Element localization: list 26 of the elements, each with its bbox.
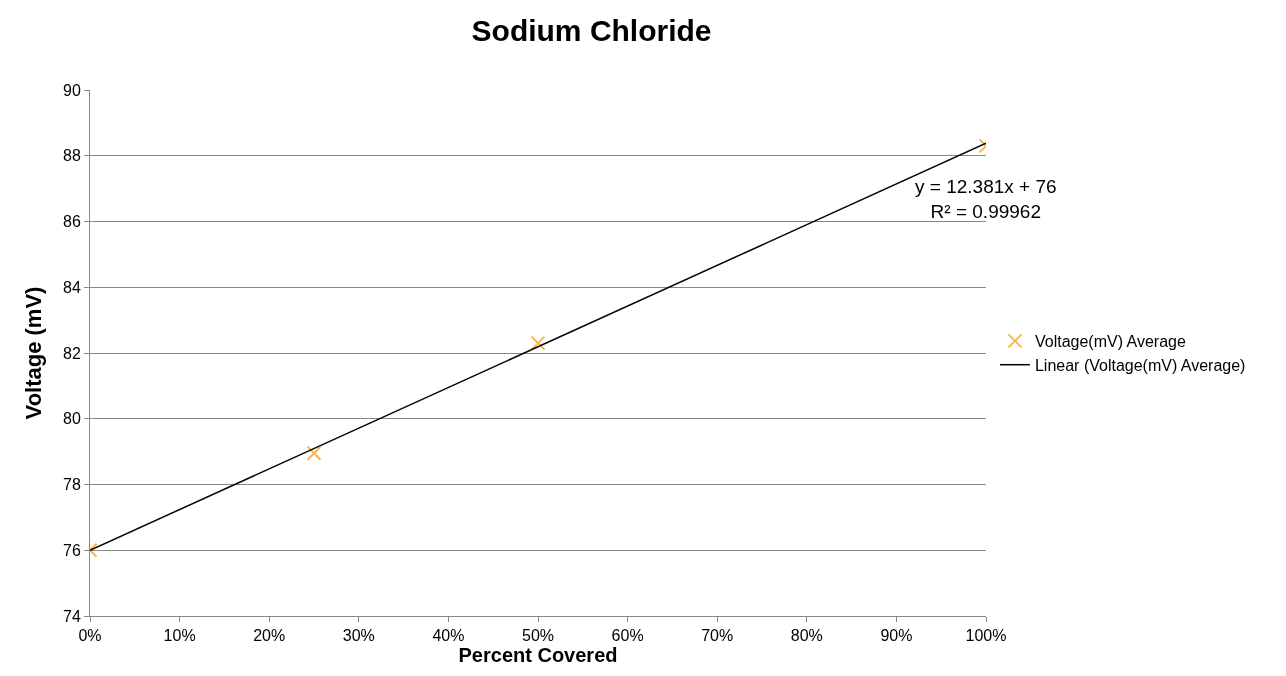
x-tick-label: 0% <box>78 627 102 645</box>
x-tick-label: 20% <box>253 627 286 645</box>
y-tick-label: 74 <box>63 607 81 625</box>
x-tick-label: 90% <box>880 627 913 645</box>
x-tick-label: 10% <box>163 627 196 645</box>
y-tick-label: 88 <box>63 147 81 165</box>
x-tick-label: 70% <box>701 627 734 645</box>
x-tick-label: 80% <box>790 627 823 645</box>
x-tick-label: 30% <box>342 627 375 645</box>
legend-label: Linear (Voltage(mV) Average) <box>1034 356 1246 374</box>
y-tick-label: 78 <box>63 476 81 494</box>
x-tick-label: 100% <box>965 627 1007 645</box>
x-tick-label: 50% <box>521 627 555 645</box>
y-tick-label: 76 <box>63 541 81 559</box>
chart-title: Sodium Chloride <box>471 14 712 48</box>
legend-label: Voltage(mV) Average <box>1034 333 1186 351</box>
y-tick-label: 84 <box>63 278 81 296</box>
x-tick-label: 60% <box>611 627 644 645</box>
y-tick-label: 86 <box>63 213 81 231</box>
annotation: y = 12.381x + 76 R² = 0.99962 <box>915 176 1057 222</box>
x-tick-label: 40% <box>432 627 465 645</box>
y-tick-label: 80 <box>63 410 81 428</box>
y-axis-title: Voltage (mV) <box>20 286 46 420</box>
y-tick-label: 82 <box>63 344 81 362</box>
x-axis-title: Percent Covered <box>458 644 618 667</box>
y-tick-label: 90 <box>63 81 81 99</box>
